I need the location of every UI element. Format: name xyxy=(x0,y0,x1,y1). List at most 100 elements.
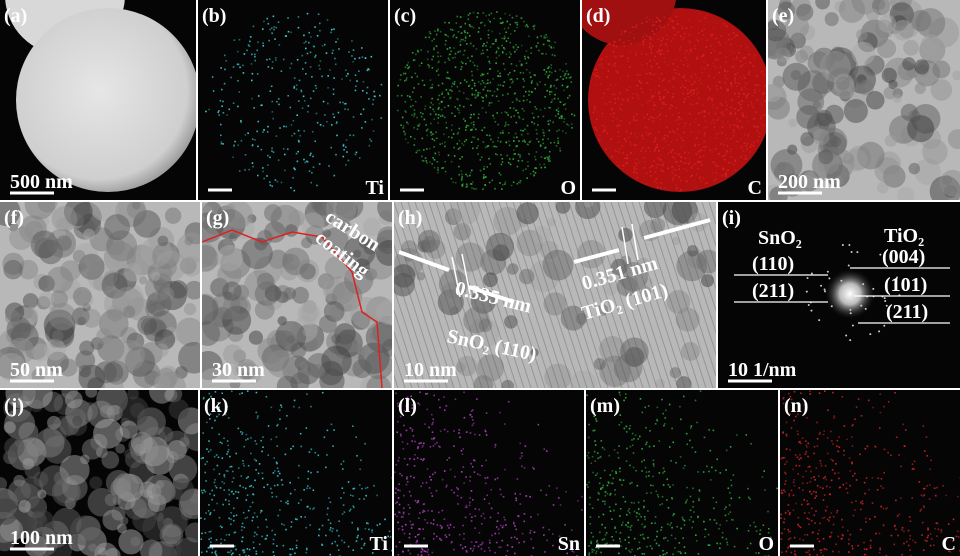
signal-dot xyxy=(882,487,884,489)
signal-dot xyxy=(868,518,871,520)
signal-dot xyxy=(484,477,487,479)
signal-dot xyxy=(677,119,679,121)
signal-dot xyxy=(483,126,486,129)
signal-dot xyxy=(512,80,514,83)
signal-dot xyxy=(477,113,480,116)
signal-dot xyxy=(653,104,656,106)
signal-dot xyxy=(704,182,707,185)
signal-dot xyxy=(547,138,549,140)
signal-dot xyxy=(614,149,617,152)
signal-dot xyxy=(618,445,620,447)
grain xyxy=(323,301,345,322)
signal-dot xyxy=(832,459,834,462)
signal-dot xyxy=(543,157,546,159)
signal-dot xyxy=(709,518,711,521)
signal-dot xyxy=(326,513,329,516)
signal-dot xyxy=(697,471,699,473)
signal-dot xyxy=(528,94,530,96)
signal-dot xyxy=(826,505,829,508)
grain xyxy=(236,358,257,380)
signal-dot xyxy=(373,484,375,487)
signal-dot xyxy=(823,430,826,433)
signal-dot xyxy=(509,23,512,26)
signal-dot xyxy=(653,140,656,143)
panel: (k)Ti xyxy=(200,390,392,556)
signal-dot xyxy=(200,457,203,460)
signal-dot xyxy=(304,62,307,64)
signal-dot xyxy=(671,171,674,173)
signal-dot xyxy=(213,468,215,471)
signal-dot xyxy=(202,397,205,400)
signal-dot xyxy=(239,66,241,69)
signal-dot xyxy=(819,522,821,525)
signal-dot xyxy=(420,554,423,556)
signal-dot xyxy=(662,467,665,470)
signal-dot xyxy=(302,95,305,98)
signal-dot xyxy=(340,497,342,499)
grain xyxy=(130,431,153,454)
signal-dot xyxy=(513,153,515,156)
signal-dot xyxy=(319,68,321,70)
signal-dot xyxy=(659,44,662,47)
signal-dot xyxy=(360,547,363,550)
signal-dot xyxy=(592,471,594,474)
signal-dot xyxy=(533,122,536,125)
signal-dot xyxy=(697,168,699,170)
signal-dot xyxy=(296,58,299,61)
signal-dot xyxy=(254,59,257,62)
signal-dot xyxy=(940,529,943,532)
signal-dot xyxy=(491,534,493,537)
signal-dot xyxy=(629,425,631,427)
signal-dot xyxy=(935,494,937,497)
signal-dot xyxy=(274,533,276,536)
signal-dot xyxy=(619,532,622,534)
signal-dot xyxy=(784,471,786,474)
signal-dot xyxy=(277,423,279,426)
signal-dot xyxy=(497,528,500,530)
signal-dot xyxy=(851,547,854,550)
grain xyxy=(181,256,200,277)
grain xyxy=(0,498,19,525)
signal-dot xyxy=(416,49,419,52)
signal-dot xyxy=(487,37,490,39)
signal-dot xyxy=(783,521,785,524)
signal-dot xyxy=(703,140,706,143)
signal-dot xyxy=(883,448,886,451)
grain xyxy=(112,496,121,505)
signal-dot xyxy=(441,526,443,528)
signal-dot xyxy=(819,460,822,462)
sphere xyxy=(16,8,196,192)
lattice-fringe xyxy=(484,202,546,388)
grain xyxy=(813,128,830,146)
signal-dot xyxy=(352,116,355,118)
signal-dot xyxy=(548,157,551,160)
signal-dot xyxy=(524,128,526,131)
signal-dot xyxy=(238,170,241,172)
signal-dot xyxy=(606,75,609,78)
signal-dot xyxy=(444,160,446,163)
signal-dot xyxy=(238,553,241,556)
signal-dot xyxy=(451,112,453,114)
signal-dot xyxy=(404,66,407,69)
signal-dot xyxy=(444,33,447,36)
signal-dot xyxy=(492,42,495,45)
signal-dot xyxy=(715,37,718,40)
signal-dot xyxy=(603,448,606,451)
signal-dot xyxy=(524,445,527,447)
signal-dot xyxy=(555,109,558,111)
signal-dot xyxy=(688,519,691,521)
signal-dot xyxy=(458,533,461,536)
grain xyxy=(202,245,219,272)
signal-dot xyxy=(290,521,293,523)
signal-dot xyxy=(366,486,369,489)
signal-dot xyxy=(813,452,815,455)
signal-dot xyxy=(808,523,810,526)
grain xyxy=(650,217,666,233)
signal-dot xyxy=(657,93,660,95)
grain xyxy=(856,29,868,41)
signal-dot xyxy=(730,82,732,84)
signal-dot xyxy=(391,549,392,552)
signal-dot xyxy=(494,478,497,481)
signal-dot xyxy=(226,405,229,408)
signal-dot xyxy=(615,470,617,473)
